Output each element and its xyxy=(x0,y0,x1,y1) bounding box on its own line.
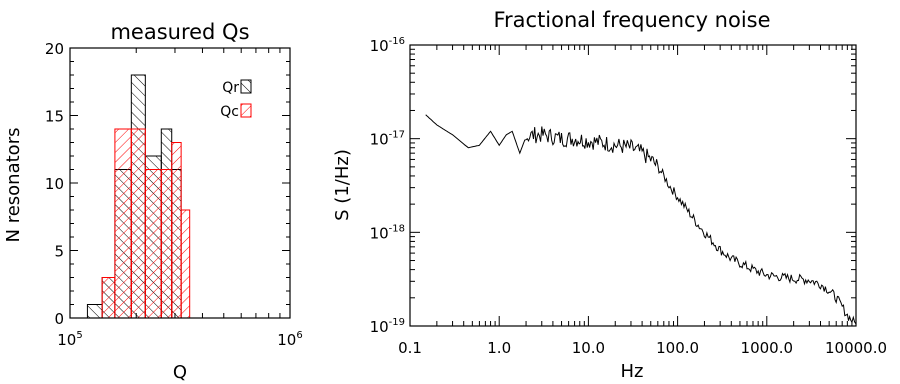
hist-legend-label-qr: Qr xyxy=(222,80,239,96)
noise-xtick-label: 100.0 xyxy=(656,339,699,357)
noise-frame xyxy=(409,44,857,327)
hist-ytick-label: 20 xyxy=(45,40,64,58)
hist-ytick-label: 15 xyxy=(45,108,64,126)
hist-xlabel: Q xyxy=(173,362,187,383)
noise-xtick-label: 1000.0 xyxy=(741,339,794,357)
noise-xtick-label: 10000.0 xyxy=(825,339,887,357)
noise-xlabel: Hz xyxy=(621,361,644,382)
hist-ylabel: N resonators xyxy=(3,128,24,243)
hist-legend-swatch-qr xyxy=(240,79,252,94)
hist-bar-qc xyxy=(160,169,173,319)
noise-series-line xyxy=(425,114,857,325)
hist-bar-qc xyxy=(114,128,132,319)
noise-xtick-label: 0.1 xyxy=(398,339,422,357)
hist-bar-qc xyxy=(144,169,162,319)
hist-title: measured Qs xyxy=(110,20,249,44)
hist-plot-area: 0 5 10 15 20 105 106 Qr Qc xyxy=(45,40,303,349)
hist-xtick-label: 106 xyxy=(277,330,302,349)
noise-ylabel: S (1/Hz) xyxy=(332,149,353,221)
noise-plot-area: 0.1 1.0 10.0 100.0 1000.0 10000.0 10-19 10-18 10… xyxy=(370,36,887,357)
hist-bar-qc xyxy=(130,128,146,319)
hist-bar-qc xyxy=(101,277,116,319)
noise-ytick-label: 10-17 xyxy=(370,130,405,149)
hist-ytick-label: 0 xyxy=(54,310,64,328)
noise-ytick-label: 10-16 xyxy=(370,36,405,55)
noise-xtick-label: 1.0 xyxy=(487,339,511,357)
hist-bar-qc xyxy=(180,209,191,319)
hist-bar-qr xyxy=(86,304,103,319)
hist-xtick-label: 105 xyxy=(57,330,82,349)
noise-title: Fractional frequency noise xyxy=(493,8,770,32)
noise-xtick-label: 10.0 xyxy=(572,339,605,357)
noise-ytick-label: 10-18 xyxy=(370,223,405,242)
hist-legend-label-qc: Qc xyxy=(220,104,239,120)
noise-ytick-label: 10-19 xyxy=(370,317,405,336)
hist-legend-swatch-qc xyxy=(240,103,252,118)
hist-ytick-label: 10 xyxy=(45,175,64,193)
hist-bar-qc xyxy=(171,142,182,319)
hist-ytick-label: 5 xyxy=(54,243,64,261)
